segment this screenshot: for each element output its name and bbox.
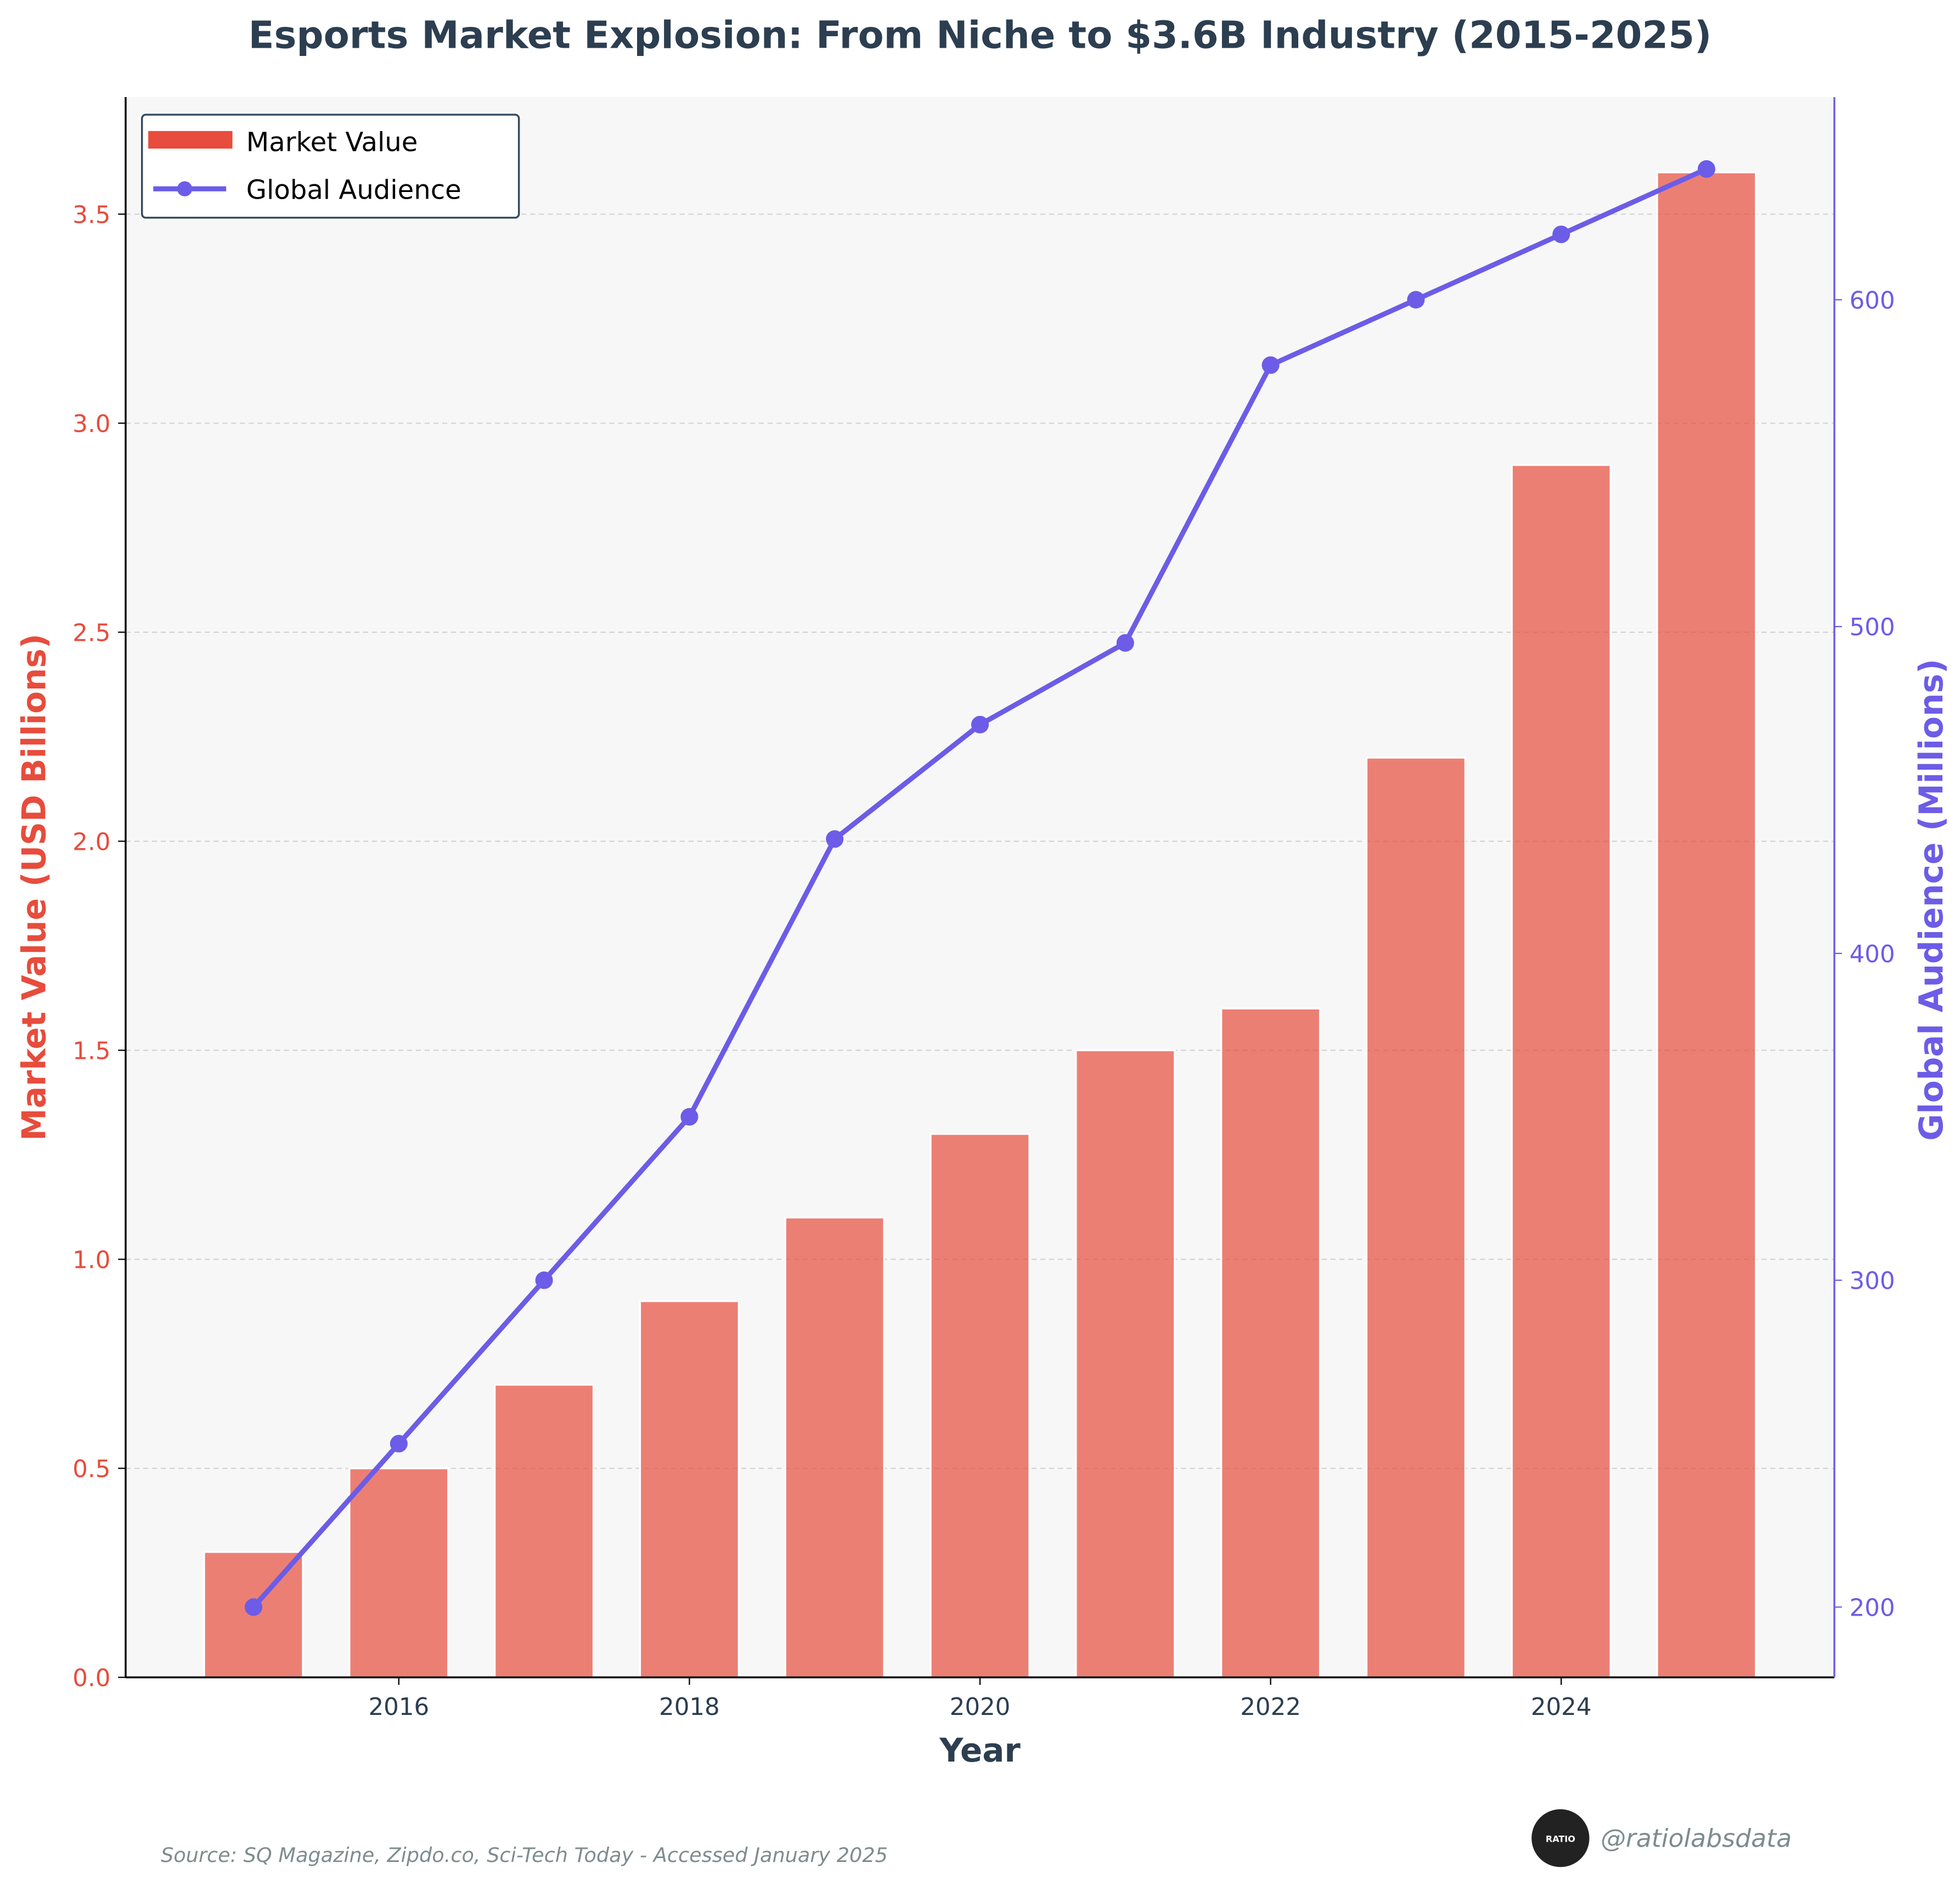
x-tick-label: 2022 — [1240, 1694, 1301, 1721]
source-note: Source: SQ Magazine, Zipdo.co, Sci-Tech … — [161, 1843, 888, 1867]
x-axis-label: Year — [939, 1732, 1021, 1770]
legend-label-global-audience: Global Audience — [246, 174, 461, 205]
bar-2016 — [348, 1467, 449, 1679]
bar-2023 — [1365, 757, 1467, 1679]
legend-marker-global-audience — [177, 181, 193, 196]
y-tick-label: 3.0 — [72, 410, 110, 438]
y-tick-label: 0.0 — [72, 1665, 110, 1692]
y-ticks: 0.0 0.5 1.0 1.5 2.0 2.5 3.0 3.5 — [72, 201, 126, 1692]
y2-tick-label: 200 — [1850, 1594, 1895, 1622]
y-tick-label: 1.0 — [72, 1246, 110, 1274]
audience-point-2025 — [1697, 160, 1716, 178]
bar-2020 — [930, 1133, 1030, 1679]
x-tick-label: 2024 — [1531, 1694, 1592, 1721]
legend-swatch-market-value — [148, 131, 233, 149]
y2-tick-label: 600 — [1850, 287, 1895, 314]
bar-2025 — [1656, 171, 1757, 1679]
audience-point-2021 — [1116, 634, 1134, 652]
bar-2021 — [1075, 1049, 1176, 1679]
audience-point-2020 — [971, 715, 989, 733]
bars — [203, 171, 1757, 1679]
y2-ticks: 200 300 400 500 600 — [1834, 287, 1895, 1622]
chart-title: Esports Market Explosion: From Niche to … — [249, 14, 1712, 58]
x-tick-label: 2018 — [659, 1694, 720, 1721]
y2-tick-label: 300 — [1850, 1268, 1895, 1295]
x-ticks: 2016 2018 2020 2022 2024 — [368, 1677, 1592, 1721]
svg-text:RATIO: RATIO — [1546, 1833, 1575, 1844]
audience-point-2016 — [390, 1435, 408, 1453]
x-tick-label: 2016 — [368, 1694, 429, 1721]
audience-point-2023 — [1407, 291, 1425, 309]
audience-line — [244, 160, 1716, 1616]
social-handle: @ratiolabsdata — [1601, 1824, 1792, 1853]
y-tick-label: 3.5 — [72, 201, 110, 229]
legend: Market Value Global Audience — [141, 114, 520, 219]
y2-axis-label: Global Audience (Millions) — [1913, 659, 1951, 1141]
audience-point-2018 — [680, 1108, 699, 1126]
ratio-labs-logo: RATIO — [1531, 1809, 1590, 1867]
bar-2019 — [784, 1216, 885, 1679]
bar-2018 — [639, 1300, 740, 1679]
audience-point-2017 — [535, 1271, 553, 1289]
y-tick-label: 1.5 — [72, 1037, 110, 1065]
y-tick-label: 2.0 — [72, 828, 110, 856]
bar-2024 — [1511, 464, 1612, 1679]
y2-tick-label: 500 — [1850, 614, 1895, 641]
y-axis-label: Market Value (USD Billions) — [15, 634, 53, 1141]
y-tick-label: 2.5 — [72, 619, 110, 647]
bar-2017 — [493, 1384, 595, 1679]
y2-tick-label: 400 — [1850, 941, 1895, 968]
audience-point-2024 — [1552, 225, 1570, 244]
audience-point-2022 — [1261, 356, 1280, 374]
bar-2022 — [1220, 1007, 1321, 1679]
y-tick-label: 0.5 — [72, 1456, 110, 1483]
legend-label-market-value: Market Value — [246, 127, 418, 157]
x-tick-label: 2020 — [950, 1694, 1011, 1721]
audience-point-2019 — [826, 830, 844, 848]
audience-point-2015 — [244, 1598, 263, 1616]
